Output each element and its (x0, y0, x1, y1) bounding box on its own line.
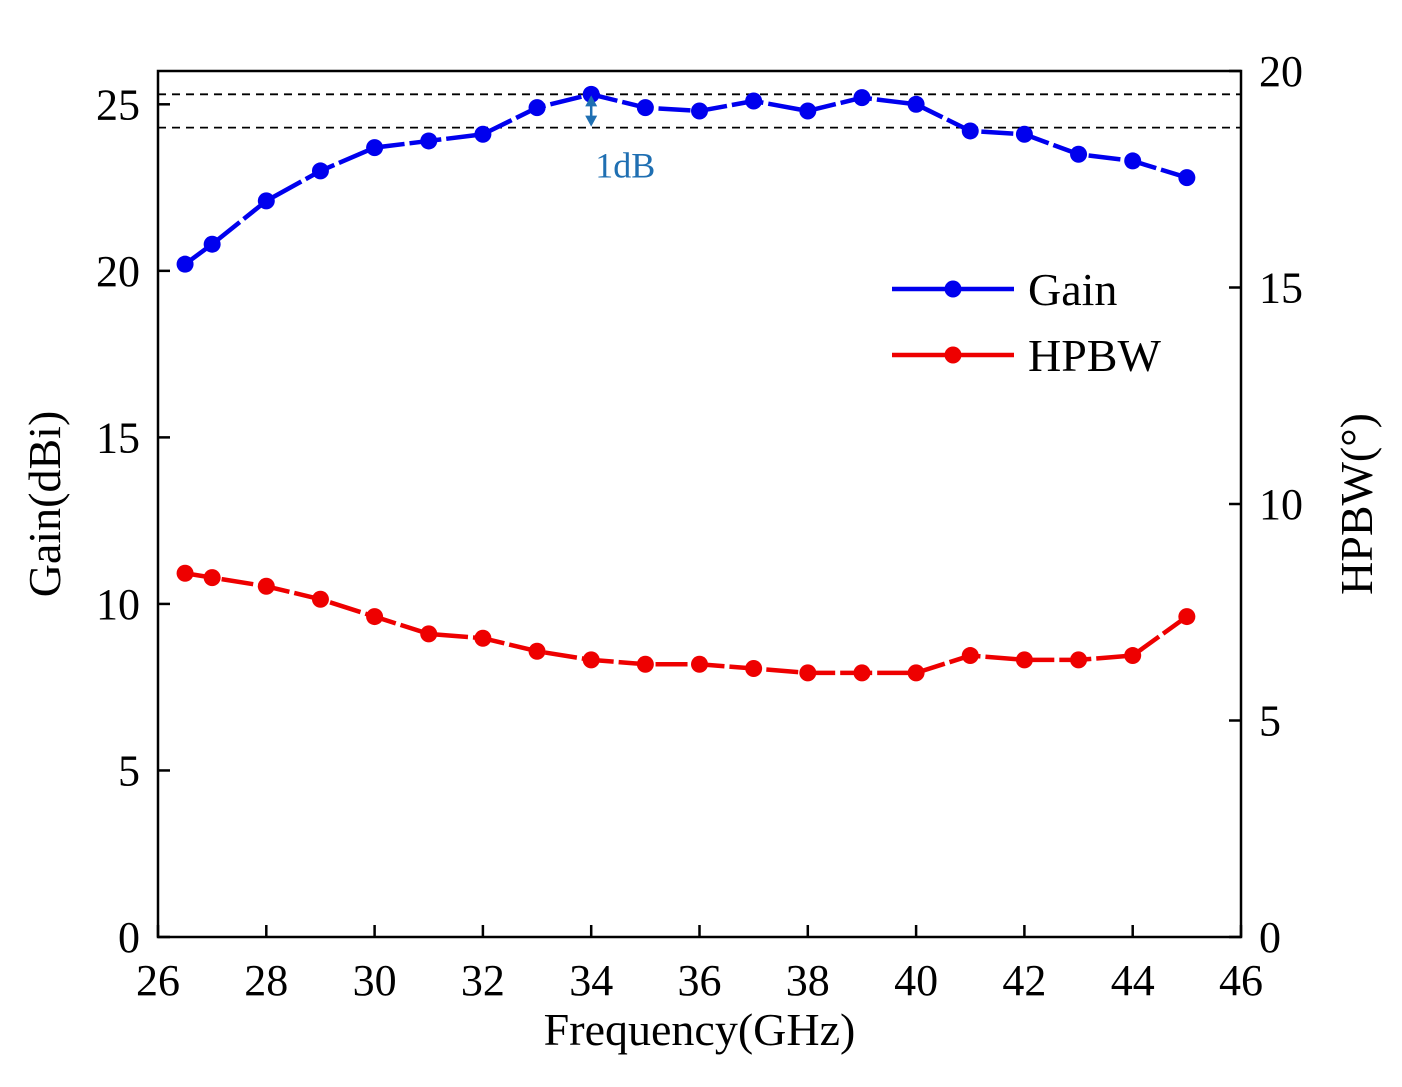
gain-data-point (176, 255, 194, 273)
y-axis-left-title: Gain(dBi) (19, 411, 70, 598)
gain-data-point (853, 89, 871, 107)
gain-data-point (420, 132, 438, 150)
gain-data-point (636, 99, 654, 117)
gain-data-point (1015, 125, 1033, 143)
gain-data-point (691, 102, 708, 120)
annotation-arrow-head-up (585, 95, 598, 107)
hpbw-data-point (420, 625, 438, 643)
hpbw-data-point (528, 642, 546, 660)
gain-data-point (311, 162, 329, 180)
x-tick-label: 28 (244, 956, 288, 1005)
x-tick-label: 42 (1002, 956, 1046, 1005)
hpbw-data-point (799, 664, 817, 682)
y-left-tick-label: 15 (96, 413, 140, 462)
x-tick-label: 40 (894, 956, 938, 1005)
x-tick-label: 46 (1219, 956, 1263, 1005)
hpbw-data-point (1015, 651, 1033, 669)
annotation-arrow-head-down (585, 115, 598, 127)
gain-data-point (961, 122, 979, 140)
gain-data-point (745, 92, 763, 110)
x-tick-label: 32 (461, 956, 505, 1005)
hpbw-data-point (961, 647, 979, 665)
x-tick-label: 38 (786, 956, 830, 1005)
series-group (176, 85, 1196, 682)
hpbw-data-point (203, 569, 221, 587)
hpbw-data-point (1124, 647, 1142, 665)
y-left-tick-label: 10 (96, 580, 140, 629)
hpbw-data-point (311, 590, 329, 608)
hpbw-series-line (184, 571, 1189, 676)
y-left-tick-label: 5 (118, 746, 140, 795)
gain-data-point (474, 125, 492, 143)
legend-gain-label: Gain (1028, 264, 1117, 315)
plot-area-frame (156, 69, 1243, 939)
gain-data-point (203, 235, 221, 253)
legend-hpbw-marker (944, 346, 962, 364)
y-left-tick-label: 20 (96, 247, 140, 296)
hpbw-data-point (691, 655, 708, 673)
gain-series-line (183, 92, 1188, 266)
gain-data-point (1070, 145, 1088, 163)
y-right-tick-label: 5 (1259, 697, 1281, 746)
annotation-group: 1dB (585, 95, 655, 186)
gain-data-point (366, 139, 384, 157)
gain-data-point (799, 102, 817, 120)
gain-data-point (582, 85, 600, 103)
gain-data-point (528, 99, 546, 117)
hpbw-data-point (474, 629, 492, 647)
gain-data-point (1124, 152, 1142, 170)
y-right-tick-label: 0 (1259, 913, 1281, 962)
hpbw-data-point (636, 655, 654, 673)
y-right-tick-label: 10 (1259, 480, 1303, 529)
x-tick-label: 30 (353, 956, 397, 1005)
hpbw-data-point (907, 664, 925, 682)
x-tick-label: 36 (678, 956, 722, 1005)
x-axis-title: Frequency(GHz) (544, 1004, 856, 1055)
hpbw-data-point (1070, 651, 1088, 669)
hpbw-data-point (853, 664, 871, 682)
hpbw-data-point (366, 608, 384, 626)
y-left-tick-label: 25 (96, 80, 140, 129)
hpbw-data-point (1178, 608, 1196, 626)
gain-data-point (907, 95, 925, 113)
x-tick-label: 44 (1111, 956, 1155, 1005)
gain-data-point (257, 192, 275, 210)
legend-gain-marker (944, 280, 962, 298)
legend-hpbw-label: HPBW (1028, 330, 1161, 381)
y-axis-right-title: HPBW(°) (1331, 413, 1382, 595)
y-left-tick-label: 0 (118, 913, 140, 962)
gain-data-point (1178, 169, 1196, 187)
hpbw-data-point (745, 660, 763, 678)
annotation-label: 1dB (595, 146, 655, 186)
legend: Gain HPBW (892, 264, 1161, 381)
y-right-tick-label: 15 (1259, 264, 1303, 313)
x-tick-label: 34 (569, 956, 613, 1005)
x-tick-label: 26 (136, 956, 180, 1005)
y-right-tick-label: 20 (1259, 47, 1303, 96)
hpbw-data-point (582, 651, 600, 669)
reference-lines (158, 93, 1241, 129)
hpbw-data-point (257, 577, 275, 595)
hpbw-data-point (176, 564, 194, 582)
